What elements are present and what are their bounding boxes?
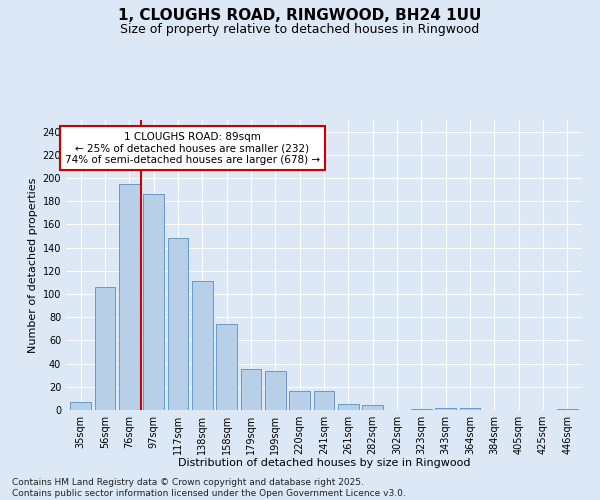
Bar (119, 184, 140, 410)
Bar (70, 402, 91, 410)
Bar (216, 324, 237, 410)
Bar (460, 408, 481, 410)
Text: Contains HM Land Registry data © Crown copyright and database right 2025.
Contai: Contains HM Land Registry data © Crown c… (12, 478, 406, 498)
Bar (95, 287, 115, 410)
Bar (241, 370, 262, 410)
Text: Size of property relative to detached houses in Ringwood: Size of property relative to detached ho… (121, 22, 479, 36)
X-axis label: Distribution of detached houses by size in Ringwood: Distribution of detached houses by size … (178, 458, 470, 468)
Bar (192, 281, 212, 410)
Text: 1, CLOUGHS ROAD, RINGWOOD, BH24 1UU: 1, CLOUGHS ROAD, RINGWOOD, BH24 1UU (118, 8, 482, 22)
Bar (338, 404, 359, 410)
Bar (557, 409, 578, 410)
Bar (167, 238, 188, 410)
Y-axis label: Number of detached properties: Number of detached properties (28, 178, 38, 352)
Text: 1 CLOUGHS ROAD: 89sqm
← 25% of detached houses are smaller (232)
74% of semi-det: 1 CLOUGHS ROAD: 89sqm ← 25% of detached … (65, 132, 320, 165)
Bar (314, 392, 334, 410)
Bar (265, 370, 286, 410)
Bar (362, 406, 383, 410)
Bar (289, 392, 310, 410)
Bar (143, 194, 164, 410)
Bar (436, 408, 456, 410)
Bar (411, 409, 432, 410)
